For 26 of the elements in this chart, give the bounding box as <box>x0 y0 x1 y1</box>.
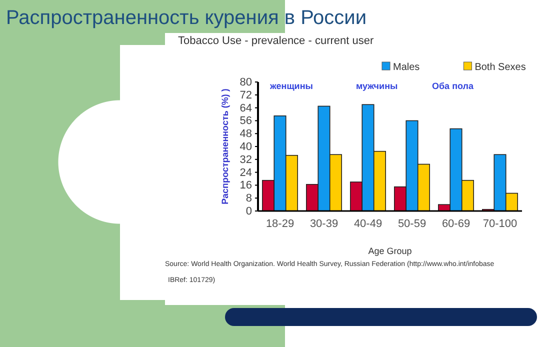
annotation: женщины <box>269 81 314 91</box>
y-tick-label: 72 <box>240 89 252 102</box>
y-axis-title: Распространенность (%) ) <box>220 88 230 204</box>
y-tick-label: 40 <box>240 141 252 154</box>
x-tick-label: 30-39 <box>310 218 338 230</box>
y-tick-label: 56 <box>240 115 252 128</box>
legend-label: Males <box>393 62 420 73</box>
x-axis-title: Age Group <box>368 246 412 256</box>
x-tick-label: 70-100 <box>482 218 518 230</box>
annotation: Оба пола <box>432 81 474 91</box>
legend-label: Both Sexes <box>474 62 526 73</box>
y-tick-label: 48 <box>240 128 252 140</box>
chart-subtitle: Tobacco Use - prevalence - current user <box>178 35 374 47</box>
annotation: мужчины <box>356 81 398 91</box>
y-tick-label: 16 <box>240 180 252 192</box>
y-tick-label: 8 <box>246 192 252 205</box>
y-tick-label: 24 <box>240 166 252 179</box>
y-tick-label: 0 <box>246 206 252 218</box>
x-tick-label: 40-49 <box>354 218 382 230</box>
y-tick-label: 64 <box>240 102 252 114</box>
x-tick-label: 60-69 <box>442 218 470 230</box>
chart-title: Распространенность курения в России <box>6 7 367 29</box>
x-tick-label: 50-59 <box>398 218 426 230</box>
y-tick-label: 80 <box>240 76 252 89</box>
y-tick-label: 32 <box>240 154 252 166</box>
x-tick-label: 18-29 <box>266 218 294 230</box>
